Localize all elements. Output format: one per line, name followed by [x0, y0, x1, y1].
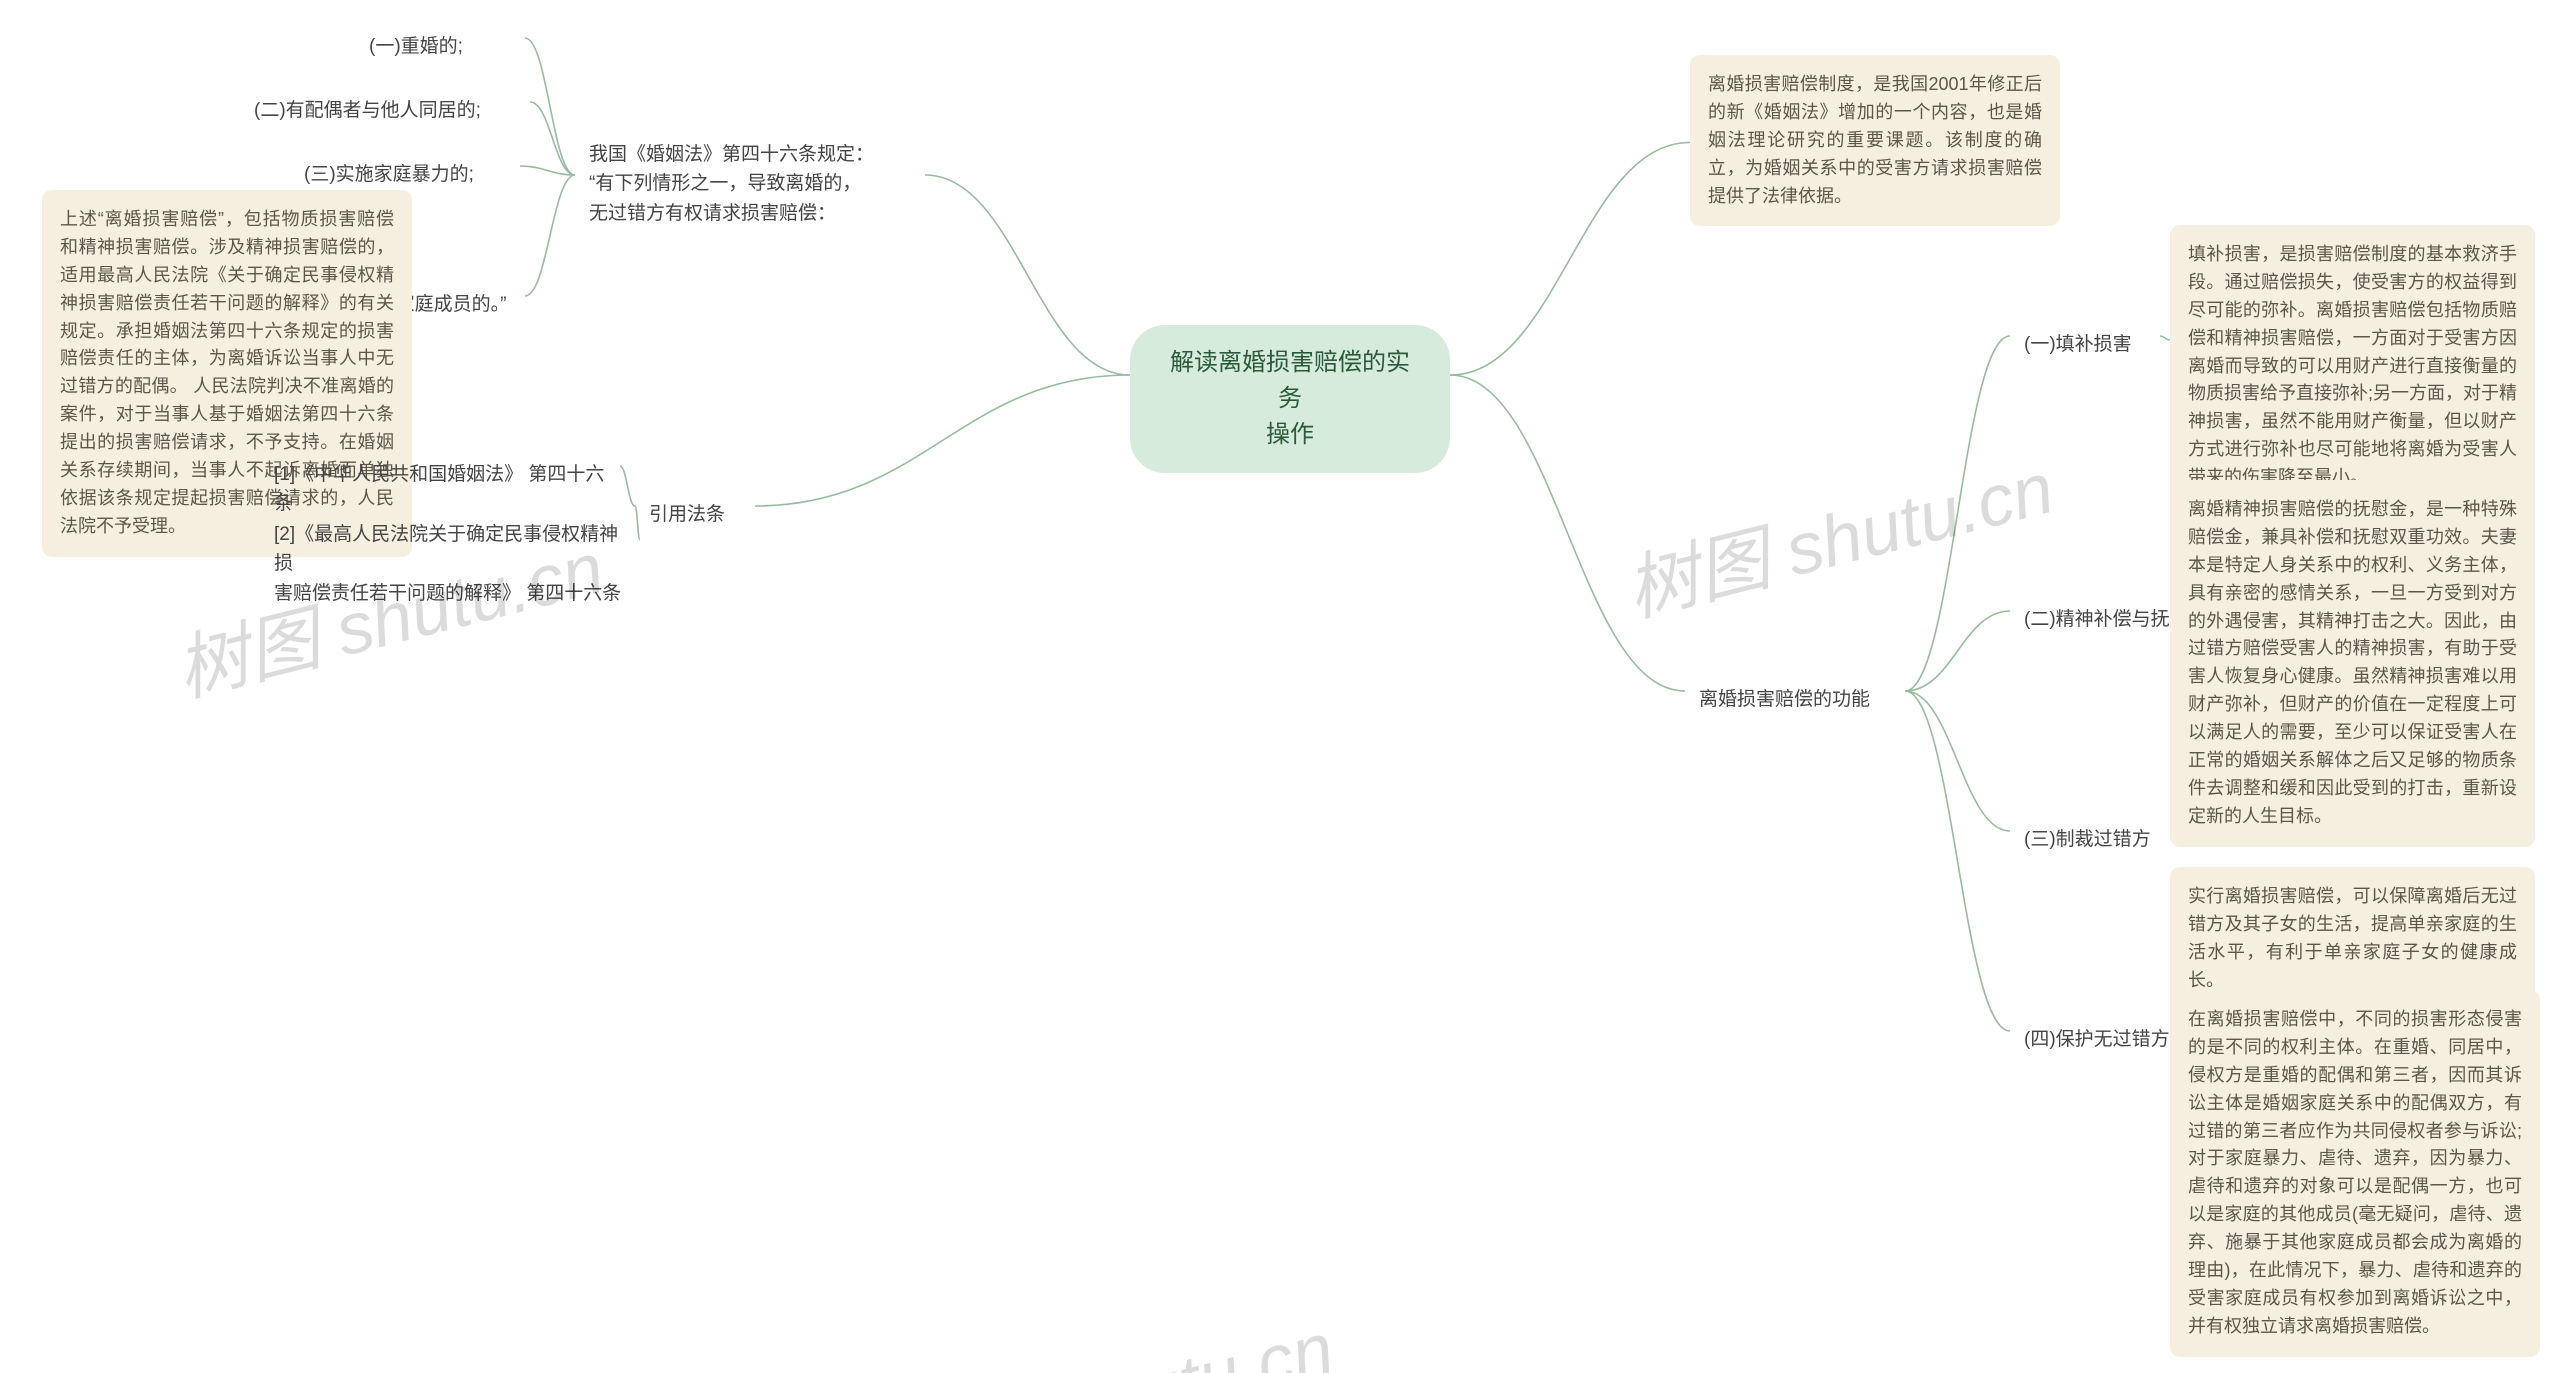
node-func-compensate[interactable]: (一)填补损害 [2010, 320, 2160, 369]
node-item-bigamy[interactable]: (一)重婚的; [355, 22, 525, 71]
node-func-compensate-detail: 填补损害，是损害赔偿制度的基本救济手段。通过赔偿损失，使受害方的权益得到尽可能的… [2170, 225, 2535, 508]
mindmap-stage: 解读离婚损害赔偿的实务操作 我国《婚姻法》第四十六条规定：“有下列情形之一，导致… [0, 0, 2560, 1373]
node-cited-law-2[interactable]: [2]《最高人民法院关于确定民事侵权精神损害赔偿责任若干问题的解释》 第四十六条 [260, 510, 640, 618]
node-law-article-46[interactable]: 我国《婚姻法》第四十六条规定：“有下列情形之一，导致离婚的，无过错方有权请求损害… [575, 130, 925, 238]
node-cited-laws[interactable]: 引用法条 [635, 490, 755, 539]
node-func-protect-detail-2: 在离婚损害赔偿中，不同的损害形态侵害的是不同的权利主体。在重婚、同居中，侵权方是… [2170, 990, 2540, 1357]
node-func-consolation-detail: 离婚精神损害赔偿的抚慰金，是一种特殊赔偿金，兼具补偿和抚慰双重功效。夫妻本是特定… [2170, 480, 2535, 847]
node-functions[interactable]: 离婚损害赔偿的功能 [1685, 675, 1905, 724]
node-func-sanction[interactable]: (三)制裁过错方 [2010, 815, 2180, 864]
watermark: 树图 shutu.cn [1614, 429, 2063, 636]
node-item-cohabitation[interactable]: (二)有配偶者与他人同居的; [240, 86, 530, 135]
node-intro: 离婚损害赔偿制度，是我国2001年修正后的新《婚姻法》增加的一个内容，也是婚姻法… [1690, 55, 2060, 226]
watermark: 树图 shutu.cn [894, 1289, 1343, 1373]
center-node[interactable]: 解读离婚损害赔偿的实务操作 [1130, 325, 1450, 473]
